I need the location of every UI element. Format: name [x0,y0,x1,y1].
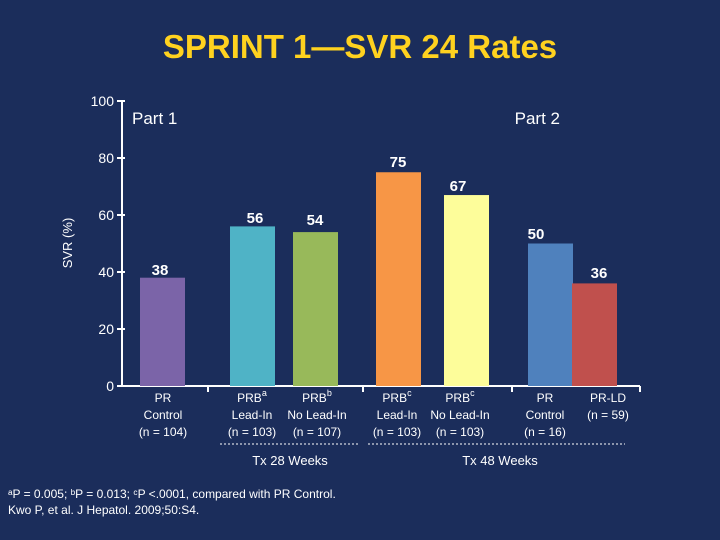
bar-value-label-3: 54 [307,212,324,229]
chart-title: SPRINT 1—SVR 24 Rates [162,28,558,65]
bar-value-label-7: 36 [591,265,608,282]
bar-value-label-1: 38 [152,262,169,279]
footnote-pvalues: ᵃP = 0.005; ᵇP = 0.013; ᶜP <.0001, compa… [8,487,336,501]
y-tick-label-100: 100 [91,93,115,109]
bar-value-label-6: 50 [528,226,545,243]
category-label-1-line-1: PR [155,391,172,405]
bar-7 [572,283,617,386]
category-superscript-3: b [327,388,332,398]
y-tick-label-40: 40 [98,264,114,280]
y-tick-label-60: 60 [98,207,114,223]
bar-value-label-5: 67 [450,178,467,195]
category-label-5-line-2: No Lead-In [430,408,489,422]
y-tick-label-20: 20 [98,321,114,337]
bar-1 [140,277,185,386]
category-label-5-line-3: (n = 103) [436,425,484,439]
bar-value-label-4: 75 [390,154,407,171]
category-label-7-line-2: (n = 59) [587,408,629,422]
y-tick-label-0: 0 [106,378,114,394]
bar-2 [230,226,275,386]
bar-6 [528,243,573,386]
category-label-3-line-1: PRBb [302,388,332,405]
category-superscript-4: c [407,388,412,398]
footnote-citation: Kwo P, et al. J Hepatol. 2009;50:S4. [8,503,200,517]
category-label-3-line-2: No Lead-In [287,408,346,422]
category-label-4-line-1: PRBc [382,388,412,405]
category-label-7-line-1: PR-LD [590,391,626,405]
bar-value-label-2: 56 [247,210,264,227]
category-label-6-line-3: (n = 16) [524,425,566,439]
category-label-6-line-2: Control [526,408,565,422]
panel-label-2: Part 2 [515,109,560,128]
bar-5 [444,195,489,386]
category-label-3-line-3: (n = 107) [293,425,341,439]
category-label-2-line-1: PRBa [237,388,267,405]
y-tick-label-80: 80 [98,150,114,166]
category-label-4-line-2: Lead-In [377,408,418,422]
category-label-6-line-1: PR [537,391,554,405]
category-label-1-line-3: (n = 104) [139,425,187,439]
bar-3 [293,232,338,386]
group-label-2: Tx 48 Weeks [462,453,538,468]
bar-4 [376,172,421,386]
category-superscript-2: a [262,388,267,398]
category-label-5-line-1: PRBc [445,388,475,405]
category-label-2-line-3: (n = 103) [228,425,276,439]
category-superscript-5: c [470,388,475,398]
category-label-4-line-3: (n = 103) [373,425,421,439]
y-axis-label: SVR (%) [60,218,75,269]
category-label-2-line-2: Lead-In [232,408,273,422]
panel-label-1: Part 1 [132,109,177,128]
bar-chart: 0 20 40 60 80 100 SVR (%) Part 1 Part 2 38 PR Contr… [60,93,641,468]
category-label-1-line-2: Control [144,408,183,422]
group-label-1: Tx 28 Weeks [252,453,328,468]
